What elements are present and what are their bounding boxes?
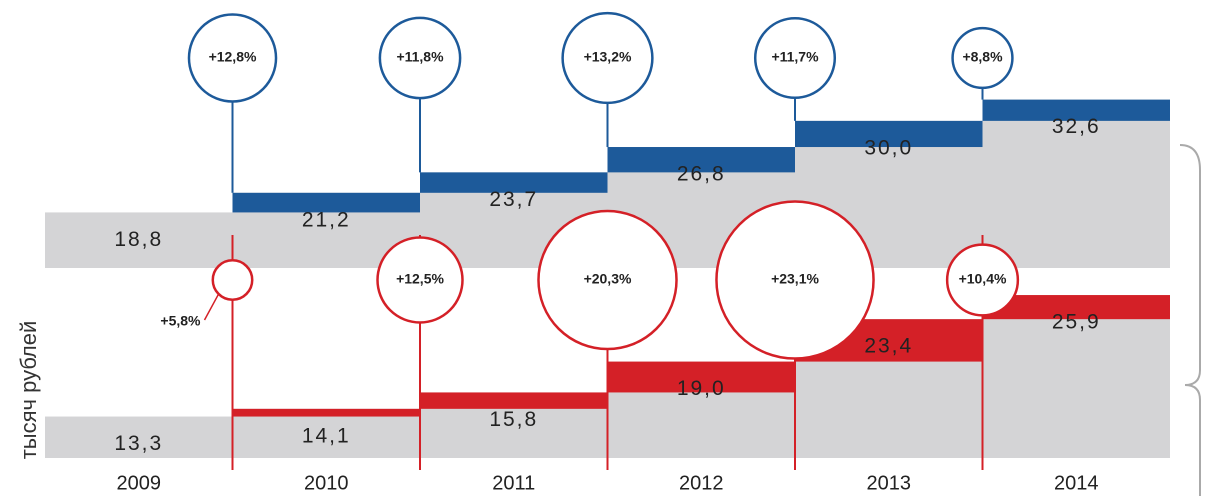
growth-label: +5,8%	[160, 313, 201, 329]
value-label: 25,9	[1052, 311, 1101, 334]
growth-circle	[378, 16, 462, 100]
bar	[45, 212, 233, 268]
increment-band	[607, 361, 795, 393]
x-tick-label: 2010	[304, 472, 349, 494]
value-label: 23,4	[864, 335, 913, 358]
growth-circle	[211, 259, 254, 301]
growth-circle	[376, 236, 464, 324]
increment-band	[232, 192, 420, 213]
growth-circle	[561, 11, 654, 105]
growth-label: +12,8%	[209, 49, 257, 65]
value-label: 14,1	[302, 424, 351, 447]
growth-label: +10,4%	[959, 271, 1007, 287]
growth-circle	[753, 16, 837, 100]
value-label: 30,0	[864, 136, 913, 159]
growth-label: +23,1%	[771, 271, 819, 287]
bar	[45, 416, 233, 458]
value-label: 15,8	[489, 408, 538, 431]
value-label: 18,8	[114, 228, 163, 251]
value-label: 26,8	[677, 163, 726, 186]
value-label: 32,6	[1052, 115, 1101, 138]
value-label: 13,3	[114, 432, 163, 455]
x-tick-label: 2009	[117, 472, 162, 494]
increment-band	[420, 392, 608, 409]
increment-band	[232, 408, 420, 417]
growth-circle	[951, 26, 1014, 90]
bar	[232, 408, 420, 458]
brace	[1184, 384, 1201, 496]
growth-circle	[945, 243, 1020, 317]
y-axis-label: тысяч рублей	[16, 321, 41, 460]
growth-label: +13,2%	[584, 49, 632, 65]
growth-label: +8,8%	[962, 49, 1003, 65]
increment-band	[607, 147, 795, 173]
growth-circle	[715, 200, 875, 360]
increment-band	[982, 295, 1170, 320]
growth-label: +11,8%	[396, 49, 444, 65]
bar	[982, 99, 1170, 268]
growth-circle	[537, 209, 678, 351]
value-label: 23,7	[489, 188, 538, 211]
bar	[982, 295, 1170, 458]
increment-band	[982, 99, 1170, 121]
growth-label: +11,7%	[771, 49, 819, 65]
x-tick-label: 2013	[867, 472, 912, 494]
increment-band	[420, 172, 608, 193]
x-tick-label: 2011	[492, 472, 535, 494]
growth-label: +20,3%	[584, 271, 632, 287]
x-tick-label: 2012	[679, 472, 724, 494]
increment-band	[795, 120, 983, 148]
x-tick-label: 2014	[1054, 472, 1099, 494]
value-label: 21,2	[302, 208, 351, 231]
value-label: 19,0	[677, 377, 726, 400]
growth-circle	[187, 13, 278, 103]
brace	[1179, 144, 1201, 386]
growth-label: +12,5%	[396, 271, 444, 287]
leader	[203, 293, 220, 321]
